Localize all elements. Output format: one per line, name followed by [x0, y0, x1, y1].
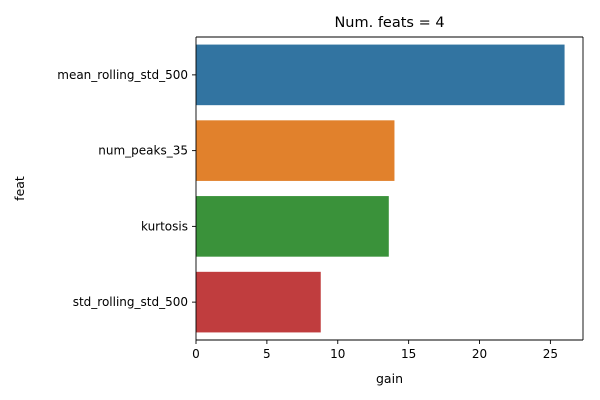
bars-group — [196, 44, 565, 333]
chart-title: Num. feats = 4 — [334, 15, 444, 31]
bar-mean-rolling-std-500 — [196, 44, 565, 106]
y-tick-label: kurtosis — [141, 219, 188, 233]
bar-std-rolling-std-500 — [196, 271, 321, 333]
y-axis-ticks: mean_rolling_std_500 num_peaks_35 kurtosis… — [57, 68, 196, 309]
bar-kurtosis — [196, 196, 389, 257]
x-tick-label: 15 — [401, 347, 416, 361]
x-tick-label: 25 — [543, 347, 558, 361]
x-tick-label: 5 — [263, 347, 271, 361]
bar-num-peaks-35 — [196, 120, 395, 181]
x-axis-ticks: 0 5 10 15 20 25 — [192, 340, 558, 361]
x-tick-label: 10 — [330, 347, 345, 361]
x-tick-label: 0 — [192, 347, 200, 361]
y-tick-label: num_peaks_35 — [98, 144, 188, 158]
y-tick-label: std_rolling_std_500 — [73, 295, 188, 309]
x-tick-label: 20 — [472, 347, 487, 361]
y-axis-label: feat — [12, 176, 27, 201]
x-axis-label: gain — [376, 371, 403, 386]
y-tick-label: mean_rolling_std_500 — [57, 68, 188, 82]
